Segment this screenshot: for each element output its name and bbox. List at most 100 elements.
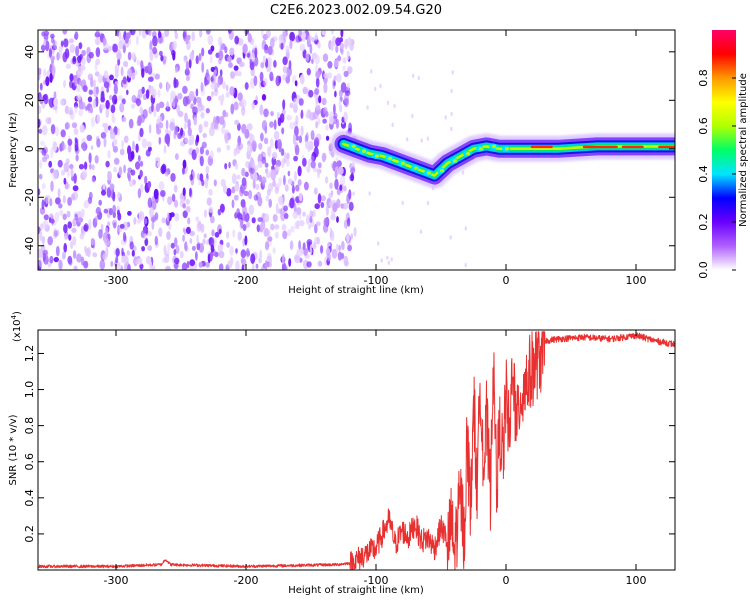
noise-blob <box>240 199 246 208</box>
noise-blob <box>164 133 171 145</box>
noise-blob <box>386 100 390 106</box>
noise-blob <box>269 121 274 128</box>
noise-blob <box>283 175 286 186</box>
noise-blob <box>201 47 205 57</box>
noise-blob <box>184 241 188 252</box>
noise-blob <box>221 126 225 134</box>
noise-blob <box>346 193 350 204</box>
noise-blob <box>43 68 47 77</box>
noise-blob <box>182 31 186 39</box>
noise-blob <box>411 113 414 119</box>
noise-blob <box>292 133 296 145</box>
noise-blob <box>182 203 186 209</box>
noise-blob <box>328 192 333 199</box>
noise-blob <box>444 115 447 120</box>
noise-blob <box>166 231 171 240</box>
noise-blob <box>229 245 234 256</box>
noise-blob <box>321 30 327 36</box>
noise-blob <box>50 36 55 44</box>
noise-blob <box>127 145 132 156</box>
signal-blob <box>466 152 470 156</box>
noise-blob <box>142 109 148 119</box>
noise-blob <box>264 213 270 223</box>
noise-blob <box>242 211 246 222</box>
noise-blob <box>333 103 336 115</box>
noise-blob <box>78 163 85 170</box>
noise-blob <box>339 184 343 191</box>
noise-blob <box>237 71 242 77</box>
noise-blob <box>102 122 108 128</box>
noise-blob <box>200 81 204 92</box>
noise-blob <box>251 217 256 224</box>
noise-blob <box>217 36 223 47</box>
x-tick-label: -300 <box>104 574 129 587</box>
noise-blob <box>340 175 346 186</box>
noise-blob <box>239 61 245 68</box>
noise-blob <box>228 62 233 69</box>
noise-blob <box>102 183 106 190</box>
noise-blob <box>222 81 227 90</box>
noise-blob <box>141 138 148 149</box>
noise-blob <box>76 84 81 93</box>
noise-blob <box>205 261 210 268</box>
noise-blob <box>387 260 391 265</box>
noise-blob <box>159 82 163 89</box>
noise-blob <box>60 129 66 138</box>
noise-blob <box>380 258 383 263</box>
noise-blob <box>274 224 280 230</box>
noise-blob <box>314 203 321 210</box>
noise-blob <box>175 244 180 254</box>
noise-blob <box>41 199 45 210</box>
noise-blob <box>286 114 292 121</box>
noise-blob <box>332 202 338 213</box>
noise-blob <box>199 155 204 167</box>
noise-blob <box>51 66 56 77</box>
noise-blob <box>127 171 130 180</box>
noise-blob <box>147 197 153 208</box>
noise-blob <box>315 64 318 73</box>
noise-blob <box>391 122 394 128</box>
noise-blob <box>117 58 121 66</box>
noise-blob <box>60 99 65 106</box>
noise-blob <box>451 70 454 75</box>
noise-blob <box>92 99 97 109</box>
noise-blob <box>62 30 68 35</box>
noise-blob <box>206 95 212 102</box>
signal-blob <box>375 154 379 158</box>
noise-blob <box>102 253 108 261</box>
noise-blob <box>155 103 161 113</box>
noise-blob <box>329 182 333 190</box>
noise-blob <box>55 126 59 137</box>
noise-blob <box>258 142 263 150</box>
noise-blob <box>135 258 139 266</box>
noise-blob <box>209 150 214 159</box>
noise-blob <box>283 213 289 219</box>
noise-blob <box>218 250 225 259</box>
noise-blob <box>38 118 41 129</box>
noise-blob <box>164 253 170 263</box>
noise-blob <box>211 90 214 98</box>
noise-blob <box>163 245 167 256</box>
noise-blob <box>90 116 95 128</box>
noise-blob <box>241 98 247 108</box>
noise-blob <box>195 55 199 65</box>
noise-blob <box>184 112 188 124</box>
noise-blob <box>309 43 313 55</box>
noise-blob <box>218 263 224 270</box>
noise-blob <box>288 258 292 267</box>
noise-blob <box>346 50 350 61</box>
noise-blob <box>281 204 285 213</box>
noise-blob <box>141 67 145 78</box>
noise-blob <box>350 172 354 182</box>
y-tick-label: 1.2 <box>23 345 36 363</box>
noise-blob <box>313 241 317 250</box>
signal-blob <box>351 144 356 148</box>
noise-blob <box>177 92 183 100</box>
noise-blob <box>317 162 322 169</box>
noise-blob <box>255 183 260 191</box>
noise-blob <box>95 47 101 58</box>
noise-blob <box>128 180 134 187</box>
noise-blob <box>272 179 276 188</box>
noise-blob <box>41 156 48 163</box>
noise-blob <box>262 55 266 64</box>
